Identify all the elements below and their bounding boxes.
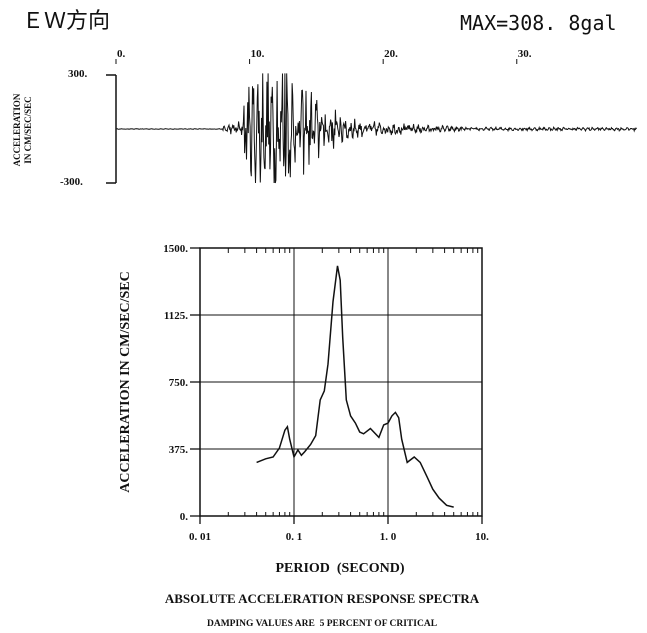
sp-ytick-label: 0. — [180, 511, 189, 523]
th-ylabel-line1: ACCELERATION — [12, 93, 22, 166]
th-xtick-label: 0. — [117, 48, 126, 60]
direction-title: ＥＷ方向 — [22, 9, 110, 34]
th-ytick-300: 300. — [68, 68, 88, 80]
sp-xtick-label: 10. — [475, 531, 489, 543]
response-spectrum-chart: 0. 375. 750. 1125. 1500. 0. 01 0. 1 1. 0 10. AC… — [118, 243, 489, 629]
th-xtick-label: 30. — [518, 48, 532, 60]
sp-xtick-label: 0. 1 — [286, 531, 303, 543]
sp-ytick-label: 750. — [169, 377, 189, 389]
max-acceleration-label: MAX=308. 8gal — [460, 11, 617, 35]
th-xtick-label: 10. — [251, 48, 265, 60]
sp-xtick-label: 0. 01 — [189, 531, 211, 543]
sp-xlabel: PERIOD (SECOND) — [275, 561, 404, 576]
sp-caption: ABSOLUTE ACCELERATION RESPONSE SPECTRA — [165, 591, 480, 606]
sp-xtick-label: 1. 0 — [380, 531, 397, 543]
sp-ytick-label: 1125. — [164, 310, 188, 322]
sp-ytick-label: 375. — [169, 444, 189, 456]
sp-damping-note: DAMPING VALUES ARE 5 PERCENT OF CRITICAL — [207, 619, 437, 629]
th-trace — [115, 73, 637, 184]
th-ylabel-line2: IN CM/SEC/SEC — [23, 96, 33, 163]
th-xtick-label: 20. — [384, 48, 398, 60]
sp-ylabel: ACCELERATION IN CM/SEC/SEC — [118, 271, 133, 492]
th-ytick-neg300: -300. — [60, 176, 83, 188]
time-history-chart: 0. 10. 20. 30. 300. -300. ACCELERATION IN C… — [12, 48, 637, 188]
sp-curve — [256, 265, 454, 508]
sp-ytick-label: 1500. — [163, 243, 188, 255]
th-y-axis — [106, 74, 117, 184]
